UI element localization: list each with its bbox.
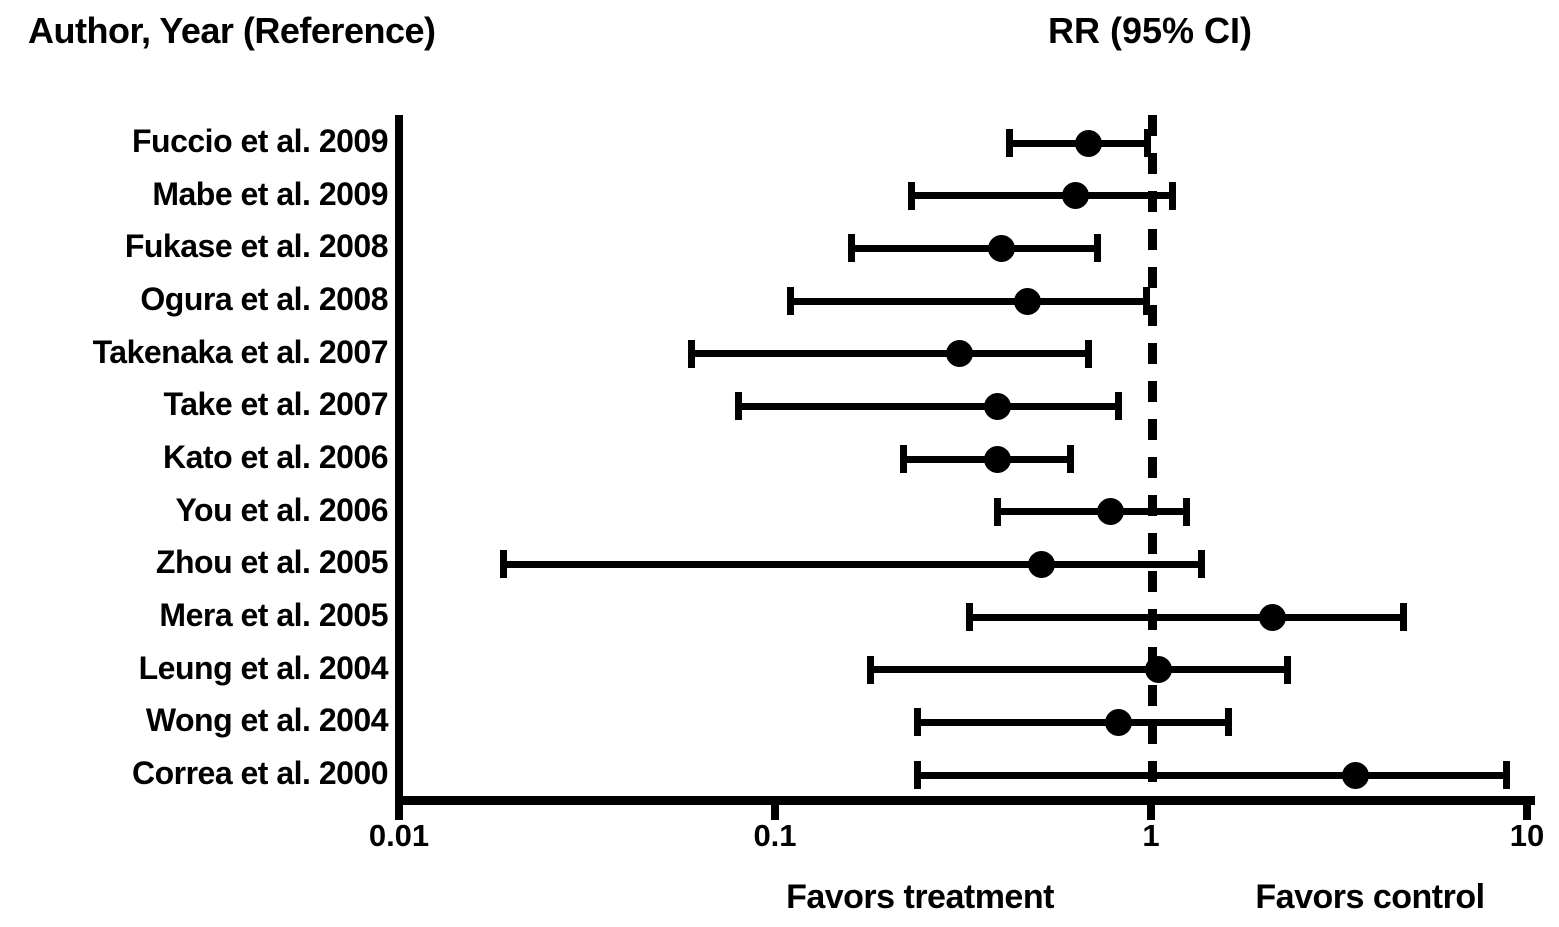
point-estimate-marker <box>1074 129 1102 157</box>
ci-cap-low <box>900 445 908 473</box>
x-axis-tick <box>1147 796 1155 820</box>
ci-interval-line <box>691 350 1089 358</box>
x-axis-line <box>395 796 1535 805</box>
column-header-author: Author, Year (Reference) <box>28 10 436 51</box>
study-label: Take et al. 2007 <box>163 386 389 423</box>
reference-line-rr1 <box>1148 115 1157 796</box>
ci-interval-line <box>969 613 1404 621</box>
point-estimate-marker <box>1014 287 1042 315</box>
ci-interval-line <box>917 718 1229 726</box>
x-axis-tick <box>1523 796 1531 820</box>
point-estimate-marker <box>1096 498 1124 526</box>
ci-cap-high <box>1502 761 1510 789</box>
study-label: Correa et al. 2000 <box>131 755 389 791</box>
study-label: Fukase et al. 2008 <box>124 228 389 265</box>
ci-cap-low <box>500 550 508 579</box>
ci-cap-low <box>867 655 875 684</box>
study-label: Takenaka et al. 2007 <box>92 333 389 370</box>
x-axis-tick <box>771 796 779 820</box>
ci-interval-line <box>851 244 1098 252</box>
x-axis-tick <box>395 796 403 820</box>
ci-cap-high <box>1168 181 1176 210</box>
ci-interval-line <box>738 402 1119 410</box>
ci-cap-low <box>993 497 1001 526</box>
point-estimate-marker <box>987 234 1015 262</box>
ci-cap-low <box>914 761 922 789</box>
ci-interval-line <box>870 666 1287 674</box>
study-label: Zhou et al. 2005 <box>155 544 389 581</box>
ci-cap-low <box>787 287 795 315</box>
ci-cap-high <box>1225 708 1233 737</box>
ci-cap-low <box>688 339 696 368</box>
y-axis-line <box>395 115 403 805</box>
ci-cap-low <box>966 603 974 631</box>
study-label: Kato et al. 2006 <box>163 439 389 475</box>
x-axis-tick-label: 0.01 <box>368 818 430 853</box>
ci-cap-high <box>1283 655 1291 684</box>
point-estimate-marker <box>1027 550 1055 578</box>
x-axis-tick-label: 10 <box>1509 818 1545 853</box>
study-label: Wong et al. 2004 <box>145 702 389 739</box>
study-label: Mera et al. 2005 <box>159 597 388 633</box>
ci-cap-low <box>914 708 922 737</box>
favors-control-label: Favors control <box>1255 878 1485 916</box>
ci-cap-low <box>735 392 743 421</box>
ci-cap-high <box>1142 287 1150 315</box>
study-label: Mabe et al. 2009 <box>152 175 388 212</box>
ci-cap-low <box>907 181 915 210</box>
ci-cap-high <box>1400 603 1408 631</box>
ci-cap-high <box>1084 339 1092 368</box>
point-estimate-marker <box>983 445 1011 473</box>
point-estimate-marker <box>983 392 1011 420</box>
ci-cap-low <box>848 234 856 263</box>
ci-cap-high <box>1093 234 1101 263</box>
point-estimate-marker <box>1062 182 1090 210</box>
ci-interval-line <box>997 508 1187 516</box>
point-estimate-marker <box>1258 603 1286 631</box>
ci-cap-high <box>1197 550 1205 579</box>
x-axis-tick-label: 1 <box>1142 818 1160 853</box>
study-label: Leung et al. 2004 <box>138 649 389 686</box>
study-label: Fuccio et al. 2009 <box>131 123 389 159</box>
x-axis-tick-label: 0.1 <box>753 818 797 853</box>
ci-interval-line <box>911 192 1173 200</box>
ci-interval-line <box>790 297 1147 305</box>
study-label: You et al. 2006 <box>175 491 389 528</box>
ci-cap-high <box>1115 392 1123 421</box>
ci-interval-line <box>503 560 1202 568</box>
favors-treatment-label: Favors treatment <box>786 878 1054 916</box>
point-estimate-marker <box>1105 708 1133 736</box>
ci-cap-high <box>1182 497 1190 526</box>
point-estimate-marker <box>946 340 974 368</box>
ci-cap-high <box>1066 445 1074 473</box>
ci-cap-high <box>1144 129 1152 157</box>
point-estimate-marker <box>1145 656 1173 684</box>
ci-cap-low <box>1005 129 1013 157</box>
study-label: Ogura et al. 2008 <box>140 281 388 317</box>
column-header-rr: RR (95% CI) <box>1047 10 1253 51</box>
point-estimate-marker <box>1342 761 1370 789</box>
ci-interval-line <box>917 771 1507 779</box>
